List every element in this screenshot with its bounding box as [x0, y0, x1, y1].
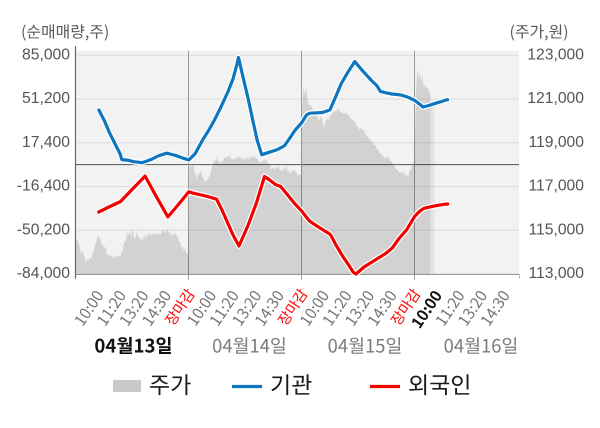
svg-text:121,000: 121,000 [527, 90, 584, 107]
svg-text:17,400: 17,400 [22, 134, 70, 151]
svg-text:117,000: 117,000 [528, 178, 584, 195]
svg-text:115,000: 115,000 [528, 221, 584, 238]
svg-text:123,000: 123,000 [527, 46, 584, 63]
svg-text:-84,000: -84,000 [17, 265, 70, 282]
svg-text:51,200: 51,200 [22, 90, 70, 107]
svg-text:119,000: 119,000 [528, 134, 584, 151]
svg-text:113,000: 113,000 [528, 265, 584, 282]
svg-text:-50,200: -50,200 [17, 221, 70, 238]
svg-text:-16,400: -16,400 [17, 178, 70, 195]
svg-text:85,000: 85,000 [22, 46, 70, 63]
